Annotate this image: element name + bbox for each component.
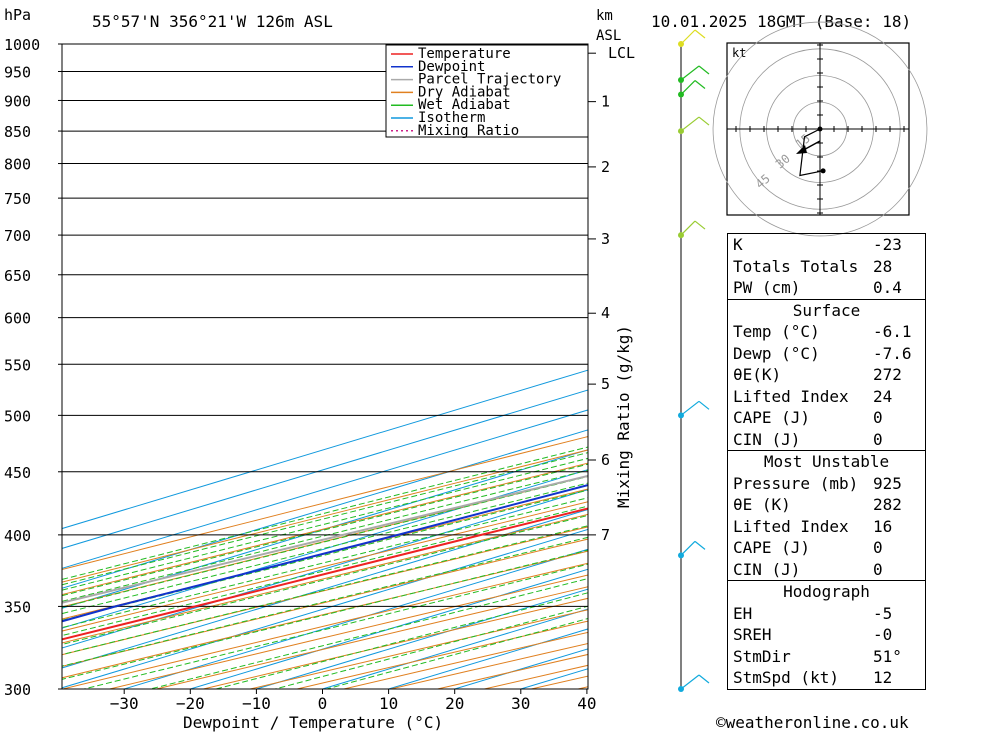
wind-barb-flag — [695, 221, 705, 229]
stats-most-unstable: Most Unstable Pressure (mb)925 θE (K)282… — [727, 451, 926, 581]
temperature-tick-label: −30 — [110, 694, 139, 713]
wind-barb — [681, 221, 695, 235]
section-title: Most Unstable — [728, 451, 925, 473]
temperature-tick-label: −10 — [242, 694, 271, 713]
section-title: Surface — [728, 300, 925, 322]
wind-barb-flag — [699, 66, 709, 74]
temperature-tick-label: 20 — [445, 694, 464, 713]
asl-label: ASL — [596, 28, 621, 44]
location-title: 55°57'N 356°21'W 126m ASL — [92, 12, 333, 31]
pressure-tick-label: 950 — [4, 63, 31, 81]
km-tick-label: 6 — [601, 451, 610, 469]
pressure-tick-label: 700 — [4, 227, 31, 245]
stat-row: θE(K)272 — [728, 364, 925, 386]
pressure-tick-label: 600 — [4, 310, 31, 328]
wind-barb-flag — [699, 675, 709, 683]
stat-row: EH-5 — [728, 603, 925, 625]
pressure-tick-label: 800 — [4, 156, 31, 174]
pressure-tick-label: 450 — [4, 464, 31, 482]
stat-row: CIN (J)0 — [728, 429, 925, 451]
pressure-tick-label: 500 — [4, 407, 31, 425]
temperature-tick-label: 30 — [511, 694, 530, 713]
pressure-tick-label: 350 — [4, 598, 31, 616]
pressure-tick-label: 850 — [4, 123, 31, 141]
pressure-tick-label: 400 — [4, 527, 31, 545]
pressure-tick-label: 550 — [4, 356, 31, 374]
temperature-tick-label: 10 — [379, 694, 398, 713]
temperature-tick-label: −20 — [176, 694, 205, 713]
legend-label: Mixing Ratio — [418, 123, 519, 139]
plot-frame — [62, 44, 588, 689]
stat-row: PW (cm)0.4 — [728, 277, 925, 299]
wind-barb — [681, 675, 699, 689]
hodograph-unit: kt — [732, 46, 746, 60]
stat-row: CAPE (J)0 — [728, 537, 925, 559]
hodograph-point — [821, 168, 826, 173]
x-axis-title: Dewpoint / Temperature (°C) — [183, 713, 443, 732]
wind-barb-flag — [699, 117, 709, 125]
stat-row: K-23 — [728, 234, 925, 256]
wind-barb-flag — [699, 401, 709, 409]
stat-row: Temp (°C)-6.1 — [728, 321, 925, 343]
mixing-ratio-axis-title: Mixing Ratio (g/kg) — [614, 325, 633, 508]
stat-row: StmSpd (kt)12 — [728, 667, 925, 689]
wind-barb-flag — [695, 541, 705, 549]
stats-surface: Surface Temp (°C)-6.1 Dewp (°C)-7.6 θE(K… — [727, 300, 926, 452]
section-title: Hodograph — [728, 581, 925, 603]
copyright: ©weatheronline.co.uk — [716, 713, 909, 732]
km-tick-label: 1 — [601, 93, 610, 111]
datetime-title: 10.01.2025 18GMT (Base: 18) — [651, 12, 911, 31]
wind-barb — [681, 81, 695, 95]
km-tick-label: 4 — [601, 304, 610, 322]
stat-row: Pressure (mb)925 — [728, 473, 925, 495]
km-tick-label: 7 — [601, 526, 610, 544]
stat-row: SREH-0 — [728, 624, 925, 646]
km-tick-label: 2 — [601, 158, 610, 176]
temperature-tick-label: 40 — [577, 694, 596, 713]
pressure-tick-label: 1000 — [4, 36, 40, 54]
km-tick-label: 3 — [601, 230, 610, 248]
stat-row: Dewp (°C)-7.6 — [728, 343, 925, 365]
wind-barb — [681, 30, 695, 44]
pressure-tick-label: 650 — [4, 267, 31, 285]
wind-barb — [681, 117, 699, 131]
pressure-tick-label: 750 — [4, 190, 31, 208]
km-tick-label: LCL — [608, 44, 635, 62]
temperature-tick-label: 0 — [318, 694, 328, 713]
km-tick-label: 5 — [601, 375, 610, 393]
pressure-tick-label: 300 — [4, 681, 31, 699]
wind-barb — [681, 66, 699, 80]
stat-row: θE (K)282 — [728, 494, 925, 516]
wind-barb — [681, 401, 699, 415]
stat-row: CIN (J)0 — [728, 559, 925, 581]
wind-barb-flag — [695, 81, 705, 89]
wind-barb-flag — [695, 30, 705, 38]
hpa-label: hPa — [4, 6, 31, 24]
wind-barb — [681, 541, 695, 555]
pressure-tick-label: 900 — [4, 92, 31, 110]
stat-row: CAPE (J)0 — [728, 407, 925, 429]
hodograph-point — [818, 127, 823, 132]
km-label: km — [596, 8, 613, 24]
